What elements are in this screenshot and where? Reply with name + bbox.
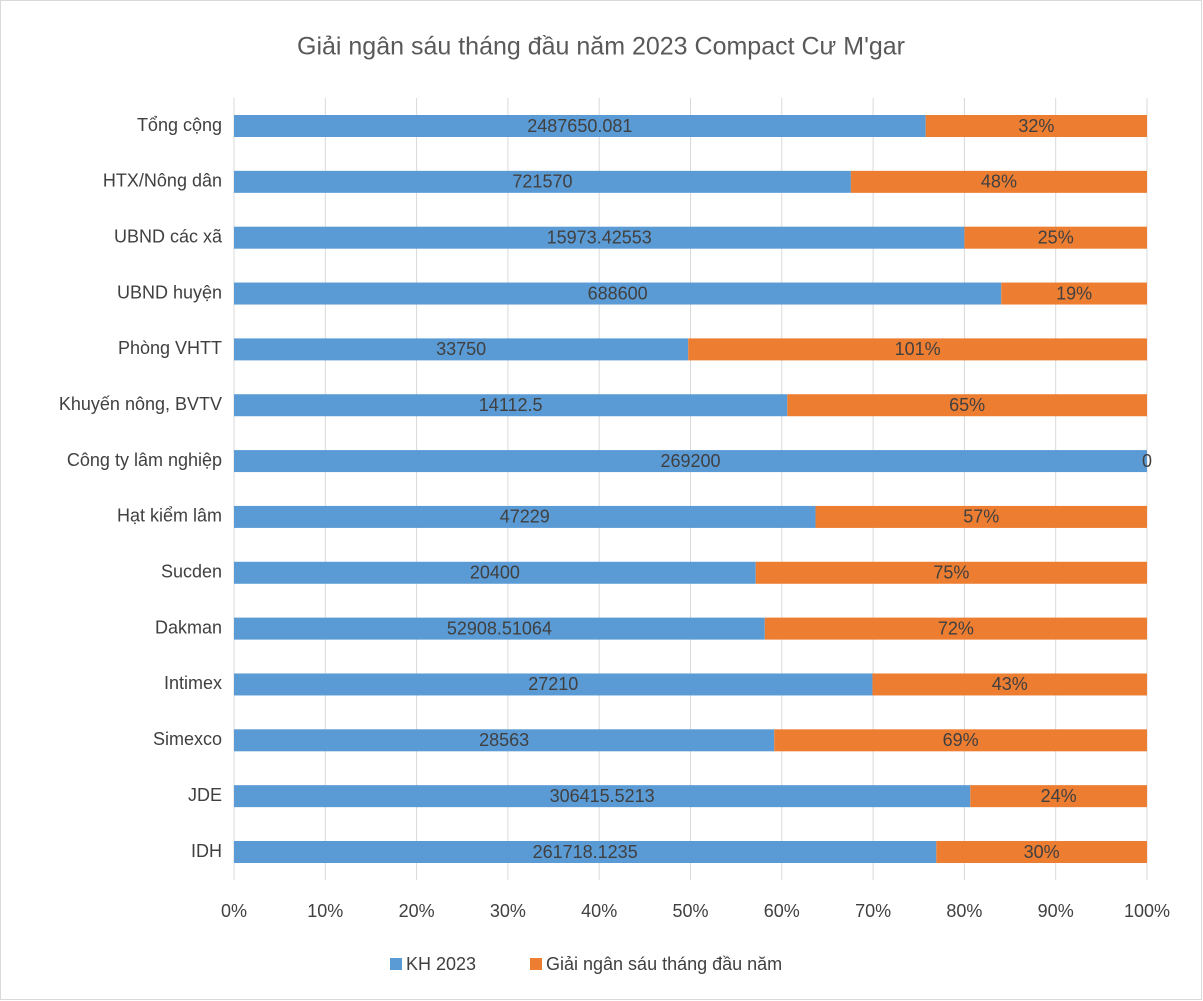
y-tick-label: Dakman (155, 617, 222, 637)
bar-segment (936, 841, 1147, 863)
data-label: 0 (1142, 451, 1152, 471)
y-tick-label: HTX/Nông dân (103, 171, 222, 191)
x-tick-label: 30% (490, 901, 526, 921)
legend-swatch (530, 958, 542, 970)
x-tick-label: 80% (946, 901, 982, 921)
data-label: 261718.1235 (533, 842, 638, 862)
bar-segment (850, 170, 1147, 193)
y-tick-label: Tổng cộng (137, 115, 222, 135)
data-label: 20400 (470, 563, 520, 583)
y-tick-label: Phòng VHTT (118, 338, 222, 358)
data-label: 72% (938, 618, 974, 638)
legend-swatch (390, 958, 402, 970)
data-label: 32% (1018, 116, 1054, 136)
y-tick-label: UBND huyện (117, 282, 222, 302)
data-label: 65% (949, 395, 985, 415)
y-tick-label: Sucden (161, 562, 222, 582)
x-tick-label: 40% (581, 901, 617, 921)
bar-segment (688, 338, 1147, 361)
data-label: 15973.42553 (547, 227, 652, 247)
data-label: 25% (1038, 227, 1074, 247)
x-tick-label: 10% (307, 901, 343, 921)
bar-segment (964, 226, 1147, 249)
data-label: 69% (943, 730, 979, 750)
bar-segment (234, 841, 937, 863)
data-label: 33750 (436, 339, 486, 359)
y-tick-label: Simexco (153, 729, 222, 749)
bar-segment (872, 673, 1147, 696)
y-tick-label: JDE (188, 785, 222, 805)
y-tick-label: IDH (191, 841, 222, 861)
data-label: 24% (1041, 786, 1077, 806)
data-label: 306415.5213 (550, 786, 655, 806)
x-tick-label: 90% (1038, 901, 1074, 921)
data-label: 14112.5 (479, 395, 543, 415)
data-label: 721570 (512, 172, 572, 192)
bar-segment (234, 673, 873, 696)
bar-segment (234, 561, 756, 584)
bar-segment (234, 617, 765, 640)
bar-segment (234, 450, 1147, 473)
x-tick-label: 60% (764, 901, 800, 921)
bar-segment (234, 729, 775, 752)
bar-segment (234, 505, 816, 528)
data-label: 47229 (500, 507, 550, 527)
bar-segment (1001, 282, 1147, 305)
x-tick-label: 20% (399, 901, 435, 921)
bar-segment (787, 394, 1147, 417)
bar-segment (234, 394, 788, 417)
bar-segment (764, 617, 1147, 640)
bar-segment (774, 729, 1147, 752)
data-label: 48% (981, 172, 1017, 192)
y-tick-label: Intimex (164, 673, 222, 693)
y-tick-label: Công ty lâm nghiệp (67, 450, 222, 470)
x-tick-label: 0% (221, 901, 247, 921)
bar-segment (925, 115, 1147, 137)
bar-segment (234, 338, 689, 361)
y-tick-label: UBND các xã (114, 226, 223, 246)
bar-segment (234, 115, 926, 137)
y-tick-label: Hạt kiểm lâm (117, 506, 222, 526)
data-label: 688600 (588, 283, 648, 303)
data-label: 52908.51064 (447, 618, 552, 638)
chart-title: Giải ngân sáu tháng đầu năm 2023 Compact… (297, 33, 905, 61)
bar-segment (815, 505, 1147, 528)
data-label: 27210 (528, 674, 578, 694)
legend-label: Giải ngân sáu tháng đầu năm (546, 954, 782, 974)
legend-label: KH 2023 (406, 954, 476, 974)
data-label: 19% (1056, 283, 1092, 303)
x-tick-label: 50% (672, 901, 708, 921)
data-label: 43% (992, 674, 1028, 694)
data-label: 269200 (660, 451, 720, 471)
bar-segment (234, 226, 965, 249)
data-label: 30% (1024, 842, 1060, 862)
data-label: 57% (963, 507, 999, 527)
bar-segment (755, 561, 1147, 584)
x-tick-label: 100% (1124, 901, 1170, 921)
y-tick-label: Khuyến nông, BVTV (59, 394, 222, 414)
bar-segment (234, 785, 971, 808)
bar-segment (970, 785, 1147, 808)
data-label: 75% (933, 563, 969, 583)
bar-segment (234, 170, 851, 193)
data-label: 2487650.081 (527, 116, 632, 136)
data-label: 101% (895, 339, 941, 359)
data-label: 28563 (479, 730, 529, 750)
bar-segment (234, 282, 1002, 305)
x-tick-label: 70% (855, 901, 891, 921)
